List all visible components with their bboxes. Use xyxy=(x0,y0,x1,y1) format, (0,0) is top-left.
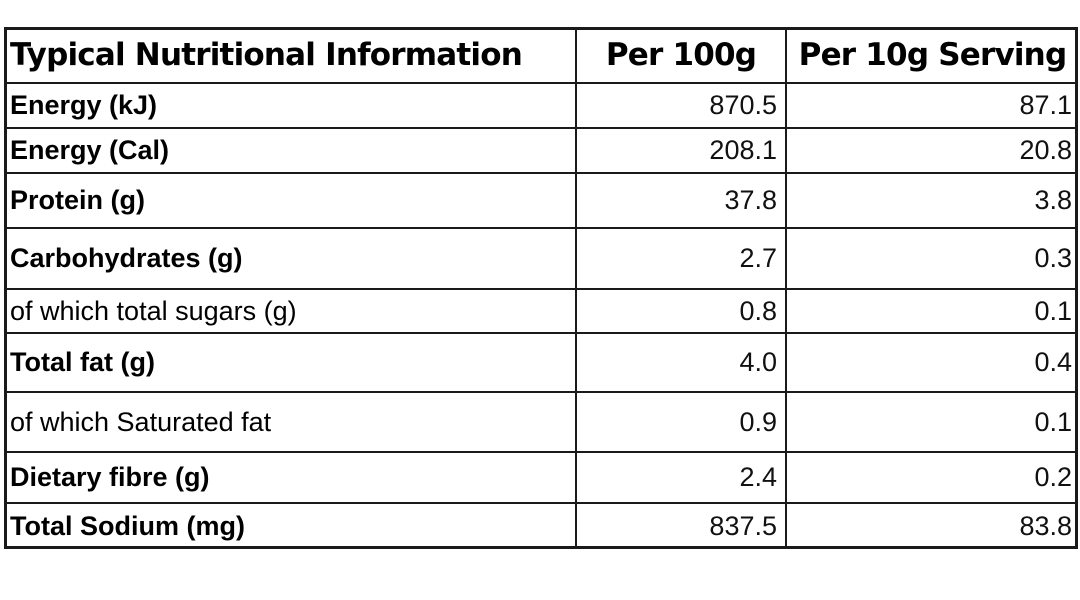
row-per-serving: 83.8 xyxy=(1019,511,1072,541)
row-per-100g: 870.5 xyxy=(577,84,787,127)
row-label: of which Saturated fat xyxy=(4,393,577,451)
row-per-serving: 20.8 xyxy=(1019,135,1072,165)
row-per-100g: 37.8 xyxy=(577,174,787,227)
header-per-serving: Per 10g Serving xyxy=(798,36,1067,73)
row-per-serving: 0.1 xyxy=(1034,295,1072,326)
row-label: Dietary fibre (g) xyxy=(4,453,577,502)
row-per-100g: 2.7 xyxy=(577,229,787,288)
row-per-100g: 837.5 xyxy=(577,504,787,549)
row-label: Total Sodium (mg) xyxy=(4,504,577,549)
row-label: Total fat (g) xyxy=(4,334,577,391)
table-row: of which total sugars (g) 0.8 0.1 xyxy=(4,290,1078,334)
table-row: Total Sodium (mg) 837.5 83.8 xyxy=(4,504,1078,549)
table-row: of which Saturated fat 0.9 0.1 xyxy=(4,393,1078,453)
row-label: Carbohydrates (g) xyxy=(4,229,577,288)
table-row: Protein (g) 37.8 3.8 xyxy=(4,174,1078,229)
table-row: Dietary fibre (g) 2.4 0.2 xyxy=(4,453,1078,504)
row-label: Protein (g) xyxy=(4,174,577,227)
row-label: Energy (Cal) xyxy=(4,129,577,172)
header-per-100g: Per 100g xyxy=(577,27,787,82)
table-row: Energy (kJ) 870.5 87.1 xyxy=(4,84,1078,129)
row-per-100g: 0.8 xyxy=(577,290,787,332)
row-per-serving: 3.8 xyxy=(1034,185,1072,215)
row-per-100g: 2.4 xyxy=(577,453,787,502)
row-per-100g: 0.9 xyxy=(577,393,787,451)
row-per-serving: 87.1 xyxy=(1019,90,1072,120)
header-label: Typical Nutritional Information xyxy=(4,27,577,82)
row-label: Energy (kJ) xyxy=(4,84,577,127)
row-per-100g: 208.1 xyxy=(577,129,787,172)
table-row: Total fat (g) 4.0 0.4 xyxy=(4,334,1078,393)
row-per-serving: 0.4 xyxy=(1034,347,1072,377)
table-header-row: Typical Nutritional Information Per 100g… xyxy=(4,27,1078,84)
row-label: of which total sugars (g) xyxy=(4,290,577,332)
row-per-serving: 0.3 xyxy=(1034,243,1072,273)
row-per-100g: 4.0 xyxy=(577,334,787,391)
row-per-serving: 0.2 xyxy=(1034,462,1072,492)
table-row: Energy (Cal) 208.1 20.8 xyxy=(4,129,1078,174)
table-row: Carbohydrates (g) 2.7 0.3 xyxy=(4,229,1078,290)
row-per-serving: 0.1 xyxy=(1034,406,1072,437)
